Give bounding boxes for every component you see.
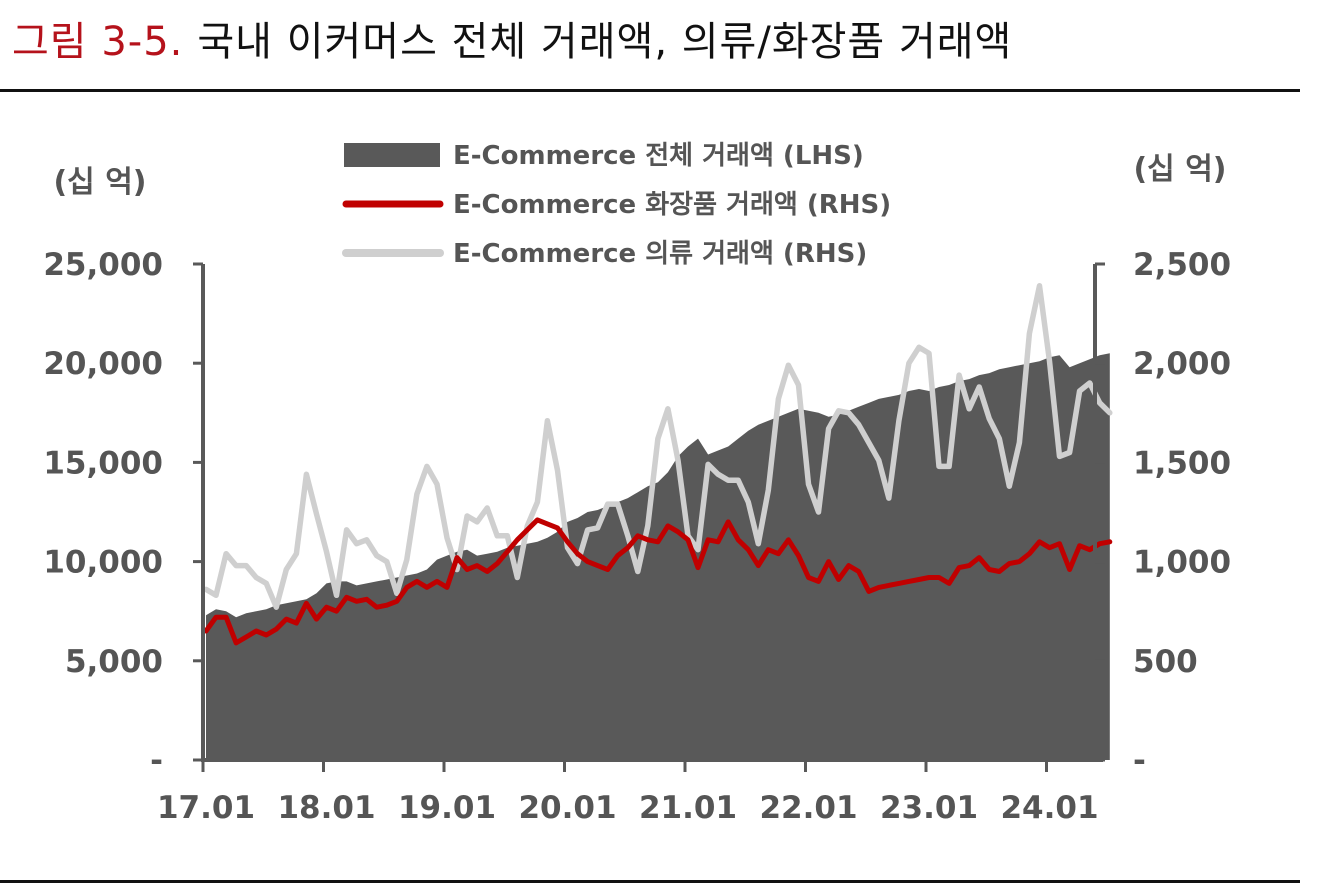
x-tick-label: 19.01 xyxy=(398,790,496,826)
series-apparel-line xyxy=(203,283,1113,610)
bottom-rule xyxy=(0,880,1300,883)
y-right-unit-label: (십 억) xyxy=(1133,152,1226,187)
x-tick-label: 21.01 xyxy=(639,790,737,826)
legend: E-Commerce 전체 거래액 (LHS) E-Commerce 화장품 거래… xyxy=(342,141,891,269)
x-tick-label: 22.01 xyxy=(759,790,857,826)
x-tick-label: 24.01 xyxy=(1000,790,1098,826)
series-total-area xyxy=(206,353,1110,760)
top-rule xyxy=(0,89,1300,92)
y-right-tick-label: 2,000 xyxy=(1133,346,1231,382)
x-tick-label: 23.01 xyxy=(880,790,978,826)
y-left-tick-label: - xyxy=(150,743,163,779)
y-left-tick-label: 20,000 xyxy=(43,346,163,382)
y-right-tick-label: 1,500 xyxy=(1133,445,1231,481)
y-right-tick-label: 2,500 xyxy=(1133,247,1231,283)
y-right-tick-label: 1,000 xyxy=(1133,545,1231,581)
y-right-tick-label: - xyxy=(1133,743,1146,779)
figure-title: 국내 이커머스 전체 거래액, 의류/화장품 거래액 xyxy=(197,19,1013,65)
series-cosmetics-line xyxy=(203,517,1113,646)
plot-area xyxy=(203,283,1113,760)
x-tick-label: 20.01 xyxy=(518,790,616,826)
legend-swatch-total xyxy=(344,143,440,167)
chart-title: 그림 3-5. 국내 이커머스 전체 거래액, 의류/화장품 거래액 xyxy=(12,14,1012,70)
figure-label: 그림 3-5. xyxy=(12,19,184,65)
y-left-tick-label: 5,000 xyxy=(65,644,163,680)
axes: - 5,000 10,000 15,000 20,000 25,000 - 500 1,000 1… xyxy=(43,152,1231,826)
y-left-tick-label: 15,000 xyxy=(43,445,163,481)
legend-label: E-Commerce 의류 거래액 (RHS) xyxy=(453,239,867,269)
y-left-tick-label: 25,000 xyxy=(43,247,163,283)
legend-label: E-Commerce 전체 거래액 (LHS) xyxy=(453,141,864,171)
y-right-tick-label: 500 xyxy=(1133,644,1198,680)
x-tick-label: 18.01 xyxy=(277,790,375,826)
x-tick-label: 17.01 xyxy=(157,790,255,826)
y-left-tick-label: 10,000 xyxy=(43,545,163,581)
legend-label: E-Commerce 화장품 거래액 (RHS) xyxy=(453,190,891,220)
y-left-unit-label: (십 억) xyxy=(53,165,146,200)
